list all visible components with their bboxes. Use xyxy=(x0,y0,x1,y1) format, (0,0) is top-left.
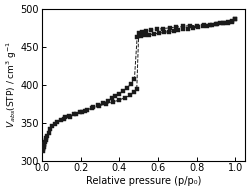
Y-axis label: $V_{abs}$(STP) / cm$^3$ g$^{-1}$: $V_{abs}$(STP) / cm$^3$ g$^{-1}$ xyxy=(5,41,19,129)
X-axis label: Relative pressure (p/p₀): Relative pressure (p/p₀) xyxy=(86,176,201,186)
